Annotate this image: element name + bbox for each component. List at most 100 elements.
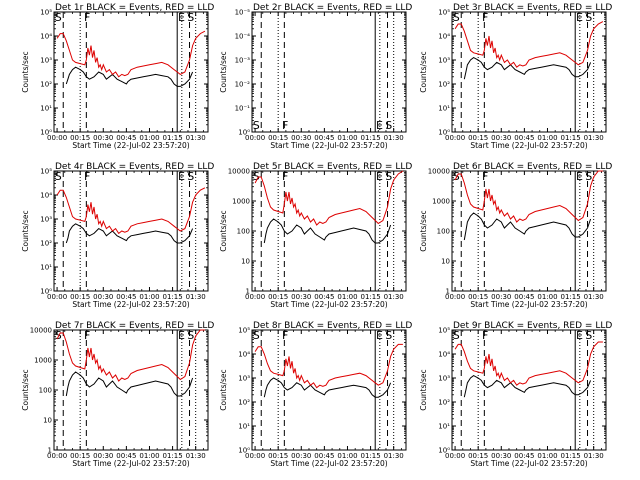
y-tick-label: 10⁰ [238, 129, 250, 137]
lld-series-line [454, 341, 603, 386]
x-tick-label: 01:30 [186, 293, 206, 301]
y-tick-label: 10⁴ [238, 351, 250, 359]
x-tick-label: 00:30 [491, 452, 511, 460]
x-axis-label: Start Time (22-Jul-02 23:57:20) [470, 300, 587, 309]
plot-frame [451, 329, 607, 451]
region-marker: S [585, 170, 592, 183]
y-tick-label: 10² [40, 240, 52, 248]
x-tick-label: 00:15 [268, 134, 288, 142]
x-tick-label: 00:15 [468, 293, 488, 301]
y-tick-label: 10000 [30, 327, 52, 335]
x-tick-label: 01:00 [139, 452, 159, 460]
y-axis-label: Counts/sec [219, 51, 228, 92]
x-tick-label: 00:15 [70, 134, 90, 142]
x-axis-label: Start Time (22-Jul-02 23:57:20) [72, 300, 189, 309]
x-axis-label: Start Time (22-Jul-02 23:57:20) [72, 141, 189, 150]
x-tick-label: 00:30 [491, 293, 511, 301]
x-axis-label: Start Time (22-Jul-02 23:57:20) [72, 459, 189, 468]
y-tick-label: 10⁵ [238, 327, 250, 335]
detector-panel-9r: Det 9r BLACK = Events, RED = LLD 10⁰ 10¹ 10… [419, 321, 612, 468]
panel-title: Det 4r BLACK = Events, RED = LLD [55, 162, 214, 172]
y-tick-label: 1 [246, 288, 250, 296]
detector-panel-8r: Det 8r BLACK = Events, RED = LLD 10⁰ 10¹ 10… [219, 321, 412, 468]
y-axis-label: Counts/sec [419, 210, 428, 251]
x-tick-label: 01:00 [337, 134, 357, 142]
y-tick-label: 1000 [34, 357, 52, 365]
x-tick-label: 01:30 [584, 293, 604, 301]
region-marker: F [482, 11, 488, 24]
lld-series-line [254, 170, 404, 226]
x-tick-label: 00:15 [70, 452, 90, 460]
x-tick-label: 01:00 [337, 293, 357, 301]
region-marker: E [576, 329, 583, 342]
y-axis-label: Counts/sec [21, 51, 30, 92]
panel-title: Det 8r BLACK = Events, RED = LLD [253, 321, 412, 331]
x-tick-label: 00:00 [245, 134, 265, 142]
y-axis-label: Counts/sec [419, 369, 428, 410]
x-tick-label: 00:45 [314, 134, 334, 142]
y-tick-label: 10¹ [438, 423, 450, 431]
region-marker: F [282, 119, 288, 132]
x-tick-label: 01:15 [560, 134, 580, 142]
detector-panel-7r: Det 7r BLACK = Events, RED = LLD 1 10 100 10… [21, 321, 214, 468]
x-tick-label: 00:45 [314, 452, 334, 460]
panel-title: Det 7r BLACK = Events, RED = LLD [55, 321, 214, 331]
lld-series-line [454, 170, 603, 223]
x-tick-label: 01:15 [162, 452, 182, 460]
plot-frame [451, 170, 607, 292]
region-marker: S [55, 11, 62, 24]
y-tick-label: 10⁵ [40, 9, 52, 17]
plot-frame [53, 170, 209, 292]
lld-series-line [56, 329, 205, 382]
x-tick-label: 01:00 [337, 452, 357, 460]
plot-frame [53, 11, 209, 133]
region-marker: S [585, 329, 592, 342]
y-tick-label: 10⁻⁴ [235, 33, 251, 41]
y-tick-label: 10² [438, 81, 450, 89]
plot-frame [251, 11, 407, 133]
y-axis-label: Counts/sec [219, 210, 228, 251]
y-tick-label: 10⁰ [238, 447, 250, 455]
events-series-line [65, 223, 194, 244]
region-marker: S [453, 329, 460, 342]
y-tick-label: 10⁴ [40, 33, 52, 41]
x-tick-label: 01:30 [584, 134, 604, 142]
region-marker: S [55, 170, 62, 183]
y-tick-label: 10⁵ [438, 9, 450, 17]
y-tick-label: 10¹ [40, 264, 52, 272]
y-tick-label: 10000 [228, 168, 250, 176]
y-tick-label: 10⁰ [40, 129, 52, 137]
x-tick-label: 01:30 [384, 452, 404, 460]
x-tick-label: 01:00 [537, 452, 557, 460]
x-tick-label: 00:00 [245, 452, 265, 460]
region-marker: F [482, 329, 488, 342]
x-axis-label: Start Time (22-Jul-02 23:57:20) [470, 459, 587, 468]
y-tick-label: 10² [238, 399, 250, 407]
detector-panel-6r: Det 6r BLACK = Events, RED = LLD 1 10 100 10… [419, 162, 612, 309]
x-tick-label: 00:15 [70, 293, 90, 301]
x-tick-label: 00:00 [47, 293, 67, 301]
detector-panel-5r: Det 5r BLACK = Events, RED = LLD 1 10 100 10… [219, 162, 412, 309]
y-tick-label: 10³ [40, 216, 52, 224]
region-marker: F [84, 170, 90, 183]
y-tick-label: 10 [241, 258, 250, 266]
x-tick-label: 01:30 [186, 134, 206, 142]
y-tick-label: 10⁵ [40, 168, 52, 176]
x-tick-label: 00:45 [514, 293, 534, 301]
detector-panel-1r: Det 1r BLACK = Events, RED = LLD 10⁰ 10¹ 10… [21, 3, 214, 150]
region-marker: S [253, 170, 260, 183]
x-tick-label: 00:15 [468, 134, 488, 142]
y-tick-label: 100 [237, 228, 250, 236]
y-tick-label: 10 [43, 417, 52, 425]
panel-title: Det 5r BLACK = Events, RED = LLD [253, 162, 412, 172]
x-tick-label: 01:15 [360, 293, 380, 301]
y-tick-label: 10000 [428, 168, 450, 176]
region-marker: E [178, 170, 185, 183]
region-marker: S [453, 170, 460, 183]
region-marker: S [253, 329, 260, 342]
lld-series-line [254, 343, 403, 389]
x-tick-label: 00:00 [445, 293, 465, 301]
x-tick-label: 01:00 [537, 134, 557, 142]
y-tick-label: 10⁵ [438, 327, 450, 335]
y-tick-label: 100 [437, 228, 450, 236]
